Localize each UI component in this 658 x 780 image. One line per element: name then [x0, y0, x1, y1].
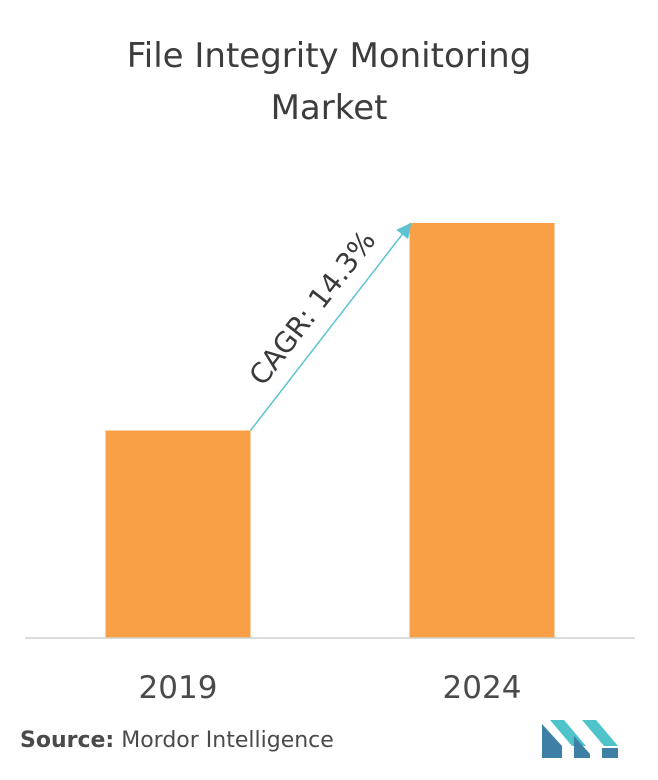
bar-2019 [105, 430, 251, 638]
chart-title-line1: File Integrity Monitoring [126, 36, 532, 76]
chart-area: 2019 2024 CAGR: 14.3% [25, 222, 635, 706]
x-tick-label-2019: 2019 [139, 670, 218, 706]
source-label: Source: [20, 728, 115, 753]
source-note: Source: Mordor Intelligence [20, 728, 334, 753]
cagr-label: CAGR: 14.3% [243, 224, 383, 391]
cagr-arrow [249, 222, 412, 431]
source-text: Mordor Intelligence [121, 728, 334, 753]
mordor-intelligence-logo-icon [542, 720, 618, 758]
bar-2024 [409, 223, 555, 638]
chart-title-line2: Market [270, 88, 388, 128]
x-tick-label-2024: 2024 [443, 670, 522, 706]
chart-title: File Integrity Monitoring Market [0, 30, 658, 134]
